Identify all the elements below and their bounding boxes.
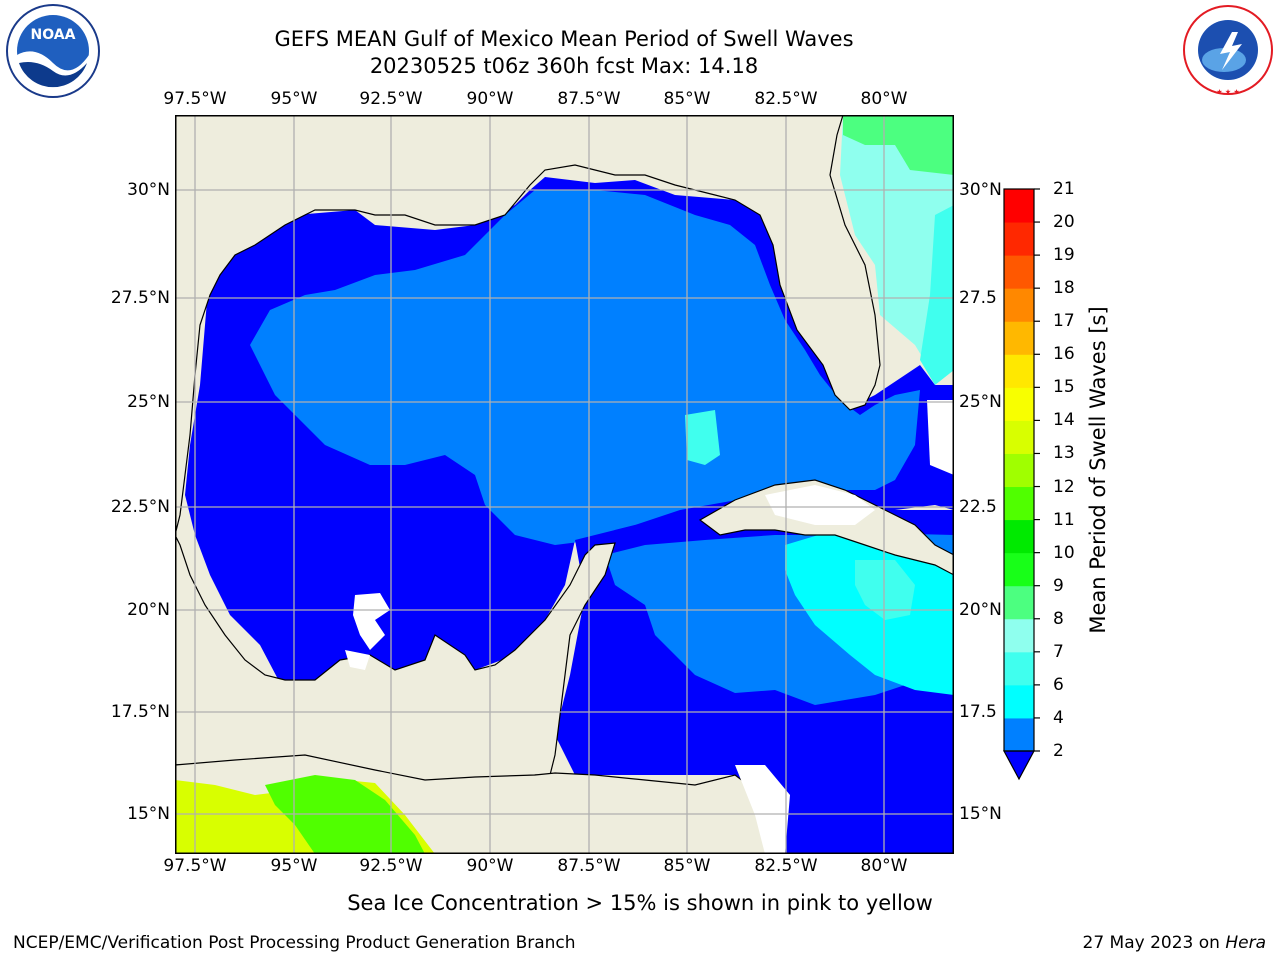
colorbar-tick-label: 4 <box>1053 707 1064 728</box>
lon-tick-top: 95°W <box>270 89 318 109</box>
lon-tick-top: 97.5°W <box>163 89 227 109</box>
colorbar-tick-label: 19 <box>1053 245 1075 266</box>
plot-title-line1: GEFS MEAN Gulf of Mexico Mean Period of … <box>274 27 854 51</box>
footer-date: 27 May 2023 on <box>1082 933 1226 953</box>
land-cuba <box>698 479 954 576</box>
footer-host: Hera <box>1225 933 1266 953</box>
lat-tick-left: 20°N <box>127 600 170 620</box>
colorbar-outline <box>1003 188 1035 752</box>
lon-tick-top: 92.5°W <box>359 89 423 109</box>
colorbar-bin <box>1004 717 1034 752</box>
missing-patch-honduras <box>735 765 790 854</box>
plot-title-line2: 20230525 t06z 360h fcst Max: 14.18 <box>369 54 759 78</box>
lon-tick-bottom: 92.5°W <box>359 856 423 876</box>
colorbar-tick-label: 9 <box>1053 575 1064 596</box>
lon-tick-top: 82.5°W <box>754 89 818 109</box>
lon-tick-bottom: 97.5°W <box>163 856 227 876</box>
colorbar-bin <box>1004 189 1034 223</box>
colorbar-tick-label: 18 <box>1053 278 1075 299</box>
lon-tick-bottom: 95°W <box>270 856 318 876</box>
land-us-north <box>175 115 881 536</box>
colorbar-tick-label: 21 <box>1053 179 1075 199</box>
lon-tick-bottom: 82.5°W <box>754 856 818 876</box>
colorbar-tick-label: 20 <box>1053 212 1075 233</box>
colorbar-tick-label: 8 <box>1053 608 1064 629</box>
footer-credit: NCEP/EMC/Verification Post Processing Pr… <box>13 933 576 953</box>
colorbar-underflow <box>1002 750 1036 781</box>
colorbar-bin <box>1004 651 1034 686</box>
missing-patch-bahamas <box>927 400 954 475</box>
missing-patch-campeche-2 <box>345 650 370 670</box>
map-frame <box>175 115 954 854</box>
colorbar-bin <box>1004 321 1034 355</box>
lat-tick-right: 25°N <box>959 392 1002 412</box>
colorbar-bin <box>1004 288 1034 322</box>
colorbar-bin <box>1004 486 1034 521</box>
lat-tick-right: 15°N <box>959 804 1002 824</box>
lon-tick-bottom: 80°W <box>860 856 908 876</box>
lat-tick-left: 25°N <box>127 392 170 412</box>
colorbar-tick-label: 14 <box>1053 410 1075 431</box>
lat-tick-left: 15°N <box>127 804 170 824</box>
swell-field-caribbean-cyan <box>785 530 954 695</box>
lat-tick-right: 17.5 <box>959 702 997 722</box>
colorbar-bin <box>1004 255 1034 289</box>
colorbar-tick-label: 11 <box>1053 509 1075 530</box>
footer-timestamp: 27 May 2023 on Hera <box>1083 933 1267 953</box>
colorbar-tick-label: 12 <box>1053 476 1075 497</box>
colorbar-title: Mean Period of Swell Waves [s] <box>1086 306 1110 634</box>
swell-field-florida-east <box>840 115 954 370</box>
lon-tick-top: 85°W <box>663 89 711 109</box>
colorbar-bin <box>1004 420 1034 454</box>
colorbar-bin <box>1004 354 1034 388</box>
lat-tick-right: 30°N <box>959 180 1002 200</box>
svg-text:NOAA: NOAA <box>31 27 76 43</box>
colorbar-bin <box>1004 618 1034 653</box>
colorbar <box>1002 188 1040 781</box>
noaa-logo: NOAA <box>6 4 100 98</box>
lon-tick-bottom: 90°W <box>466 856 514 876</box>
swell-field-cyan-patch-yucatan <box>685 410 720 465</box>
swell-field-bahamas <box>920 205 954 385</box>
swell-field-florida-east-green <box>843 115 954 175</box>
colorbar-tick-label: 17 <box>1053 311 1075 332</box>
lon-tick-top: 90°W <box>466 89 514 109</box>
lat-tick-right: 22.5 <box>959 497 997 517</box>
colorbar-bin <box>1004 387 1034 421</box>
swell-field-gulf-main <box>250 190 920 545</box>
colorbar-tick-label: 16 <box>1053 344 1075 365</box>
colorbar-bin <box>1004 585 1034 620</box>
nws-logo: ★ ★ ★ <box>1182 4 1274 96</box>
colorbar-tick-label: 6 <box>1053 674 1064 695</box>
map-gridlines <box>175 115 954 854</box>
lon-tick-top: 80°W <box>860 89 908 109</box>
colorbar-bin <box>1004 519 1034 554</box>
colorbar-bin <box>1004 453 1034 488</box>
colorbar-bin <box>1004 222 1034 256</box>
swell-field-cyan-patch-east <box>855 560 915 620</box>
colorbar-tick-label: 2 <box>1053 741 1064 761</box>
missing-patch-caribbean-east <box>765 485 875 525</box>
lon-tick-bottom: 85°W <box>663 856 711 876</box>
missing-patch-campeche <box>353 593 390 650</box>
lat-tick-right: 20°N <box>959 600 1002 620</box>
gulf-of-mexico-map <box>175 115 954 854</box>
lat-tick-left: 17.5°N <box>110 702 170 722</box>
colorbar-bin <box>1004 552 1034 587</box>
lat-tick-left: 22.5°N <box>110 497 170 517</box>
lat-tick-left: 30°N <box>127 180 170 200</box>
lon-tick-top: 87.5°W <box>557 89 621 109</box>
lat-tick-right: 27.5 <box>959 288 997 308</box>
colorbar-bin <box>1004 684 1034 719</box>
svg-text:★ ★ ★: ★ ★ ★ <box>1216 88 1239 96</box>
colorbar-tick-label: 10 <box>1053 542 1075 563</box>
colorbar-tick-label: 15 <box>1053 377 1075 398</box>
lon-tick-bottom: 87.5°W <box>557 856 621 876</box>
sea-ice-note: Sea Ice Concentration > 15% is shown in … <box>347 891 933 915</box>
colorbar-tick-label: 13 <box>1053 443 1075 464</box>
colorbar-tick-label: 7 <box>1053 641 1064 662</box>
lat-tick-left: 27.5°N <box>110 288 170 308</box>
